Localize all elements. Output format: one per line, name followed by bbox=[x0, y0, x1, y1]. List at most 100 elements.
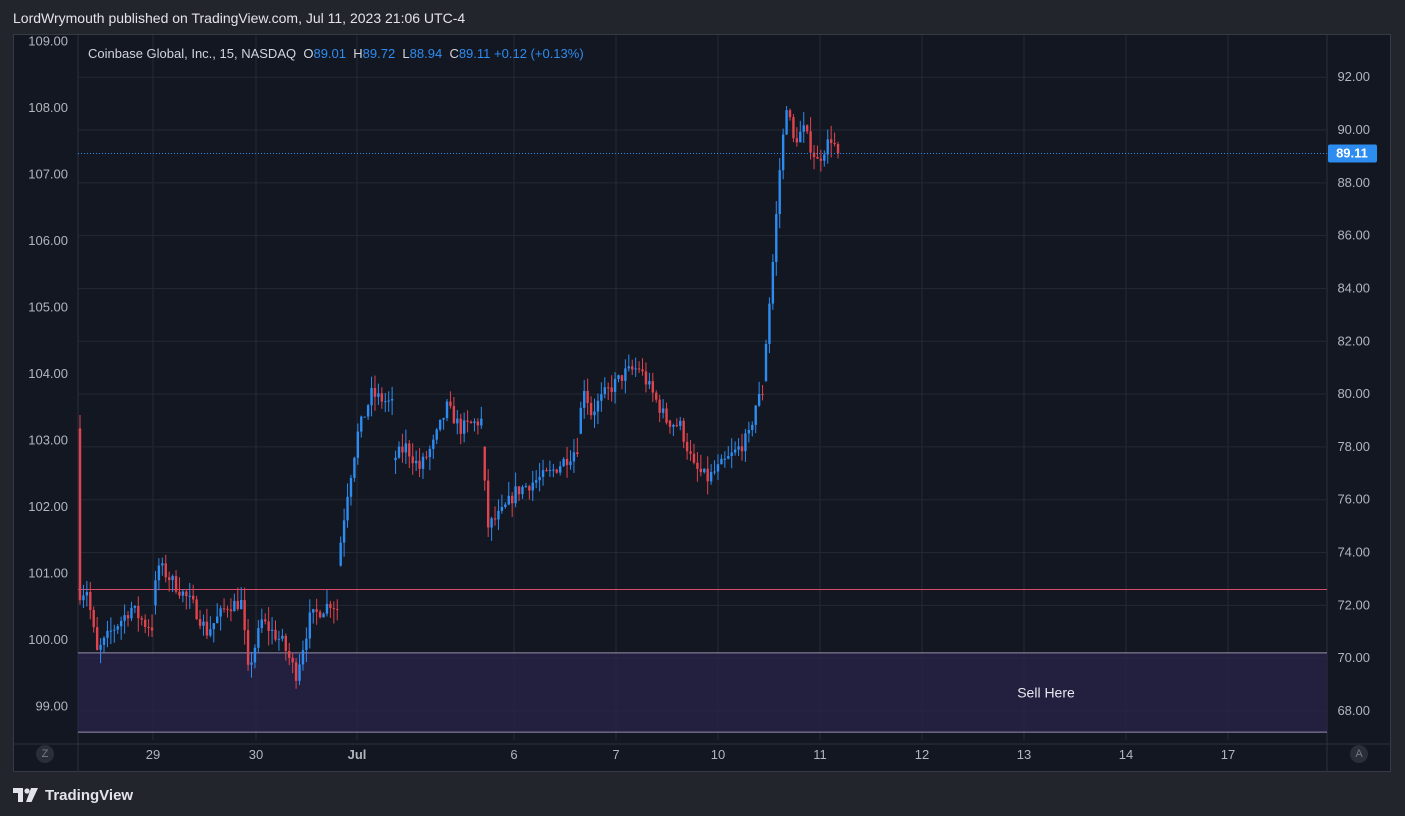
candle-body bbox=[264, 619, 267, 622]
candle-body bbox=[209, 629, 212, 636]
candle-body bbox=[281, 635, 284, 639]
candle-body bbox=[123, 615, 126, 621]
candle-body bbox=[744, 433, 747, 452]
candle-body bbox=[476, 421, 480, 426]
candle-body bbox=[661, 408, 665, 413]
candle-body bbox=[641, 369, 644, 372]
candle-body bbox=[418, 460, 421, 469]
candle-body bbox=[497, 510, 500, 520]
legend-symbol: Coinbase Global, Inc., 15, NASDAQ bbox=[88, 46, 297, 61]
chart-frame[interactable] bbox=[13, 34, 1391, 772]
candle-body bbox=[318, 611, 322, 618]
candle-body bbox=[288, 650, 291, 658]
candle-body bbox=[291, 657, 294, 663]
candle-body bbox=[167, 577, 171, 581]
candle-body bbox=[404, 443, 408, 453]
candle-body bbox=[85, 591, 89, 596]
right-axis-tick: 78.00 bbox=[1337, 439, 1370, 454]
candle-body bbox=[305, 638, 308, 651]
candle-body bbox=[325, 603, 329, 614]
candle-body bbox=[548, 470, 552, 472]
candle-body bbox=[219, 608, 222, 617]
candle-body bbox=[699, 468, 703, 473]
candle-body bbox=[703, 468, 706, 473]
candle-body bbox=[270, 629, 274, 631]
candle-body bbox=[133, 605, 137, 608]
candle-body bbox=[679, 420, 682, 426]
candle-body bbox=[185, 591, 188, 597]
candle-body bbox=[490, 518, 493, 528]
last-price-label: 89.11 bbox=[1336, 146, 1368, 161]
candle-body bbox=[809, 131, 812, 153]
candle-body bbox=[826, 139, 829, 155]
legend-o-label: O bbox=[303, 46, 314, 61]
candle-body bbox=[685, 441, 689, 452]
legend-high-value: 89.72 bbox=[362, 46, 396, 61]
ohlc-legend: Coinbase Global, Inc., 15, NASDAQ O 89.01… bbox=[88, 46, 584, 61]
candle-body bbox=[816, 157, 819, 159]
candle-body bbox=[757, 393, 761, 406]
candle-body bbox=[596, 400, 600, 412]
right-axis-tick: 68.00 bbox=[1337, 703, 1370, 718]
right-axis-tick: 92.00 bbox=[1337, 69, 1370, 84]
candle-body bbox=[696, 462, 699, 469]
candle-body bbox=[113, 629, 116, 631]
candle-body bbox=[747, 429, 751, 434]
right-axis-tick: 84.00 bbox=[1337, 280, 1370, 295]
candle-body bbox=[363, 416, 366, 418]
candle-body bbox=[459, 418, 462, 434]
auto-scale-button[interactable]: A bbox=[1350, 745, 1368, 763]
candle-body bbox=[298, 664, 301, 681]
candle-body bbox=[792, 117, 795, 139]
candle-body bbox=[730, 452, 733, 457]
candle-body bbox=[562, 458, 565, 467]
candle-body bbox=[336, 609, 339, 611]
candle-body bbox=[545, 470, 548, 472]
candle-body bbox=[360, 416, 363, 432]
candle-body bbox=[627, 366, 630, 369]
candle-body bbox=[829, 139, 833, 143]
candle-body bbox=[171, 576, 174, 581]
candle-body bbox=[788, 110, 792, 118]
candle-body bbox=[308, 612, 312, 639]
right-axis-tick: 88.00 bbox=[1337, 175, 1370, 190]
legend-close-value: 89.11 bbox=[458, 46, 491, 61]
candle-body bbox=[617, 375, 620, 379]
candle-body bbox=[240, 599, 243, 610]
right-axis-tick: 74.00 bbox=[1337, 545, 1370, 560]
candle-body bbox=[534, 480, 538, 483]
candle-body bbox=[82, 595, 85, 601]
candle-body bbox=[486, 480, 490, 528]
candle-body bbox=[181, 591, 185, 596]
candle-body bbox=[411, 456, 414, 464]
candle-body bbox=[579, 407, 582, 434]
candle-body bbox=[222, 608, 226, 610]
candle-body bbox=[284, 635, 287, 651]
candle-body bbox=[147, 626, 150, 628]
candle-body bbox=[634, 368, 637, 370]
right-axis-tick: 80.00 bbox=[1337, 386, 1370, 401]
candle-body bbox=[329, 603, 332, 609]
candle-body bbox=[243, 600, 246, 631]
candle-body bbox=[126, 615, 130, 619]
candle-body bbox=[778, 170, 781, 215]
candle-body bbox=[250, 662, 253, 665]
candle-body bbox=[565, 458, 569, 466]
last-price-badge bbox=[1328, 144, 1377, 163]
candle-body bbox=[397, 446, 401, 458]
left-axis-tick: 109.00 bbox=[28, 34, 68, 49]
legend-l-label: L bbox=[402, 46, 410, 61]
time-axis-tick: 12 bbox=[915, 747, 929, 762]
candle-body bbox=[583, 390, 586, 408]
candle-body bbox=[89, 591, 92, 610]
candle-body bbox=[421, 456, 425, 469]
candle-body bbox=[246, 630, 250, 665]
candle-body bbox=[727, 456, 730, 459]
footer-brand: TradingView bbox=[45, 786, 134, 804]
candle-body bbox=[202, 621, 205, 626]
timezone-toggle-button[interactable]: Z bbox=[36, 745, 54, 763]
candle-body bbox=[833, 142, 836, 145]
candle-body bbox=[799, 131, 802, 143]
candle-body bbox=[521, 486, 524, 495]
